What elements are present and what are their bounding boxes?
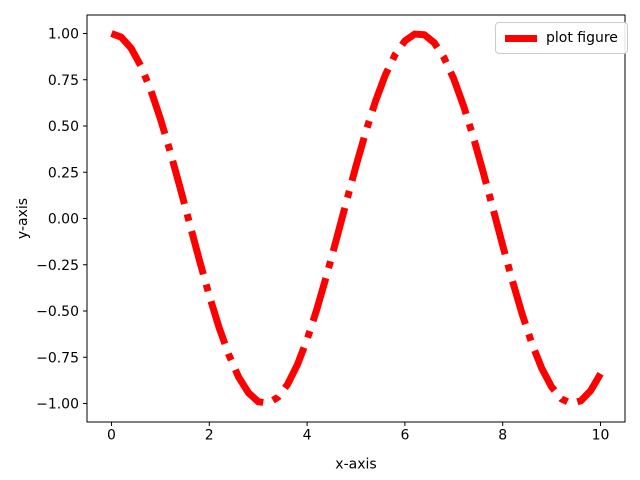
y-tick-label: 0.25 [48,165,79,181]
plot-frame [86,14,626,423]
x-tick-label: 4 [303,428,312,444]
y-tick-label: −0.25 [36,258,79,274]
y-tick-label: 0.50 [48,119,79,135]
x-tick-label: 6 [400,428,409,444]
cosine-curve [110,30,604,407]
legend-line-swatch [505,34,537,42]
y-tick-label: −1.00 [36,397,79,413]
x-tick-label: 10 [592,428,610,444]
y-tick-label: 0.75 [48,73,79,89]
y-axis-label: y-axis [15,198,31,239]
y-tick-label: 0.00 [48,212,79,228]
x-tick-label: 8 [498,428,507,444]
legend-label: plot figure [546,30,618,46]
y-tick-label: −0.50 [36,304,79,320]
x-tick-label: 2 [205,428,214,444]
y-tick-label: −0.75 [36,350,79,366]
x-axis-label: x-axis [335,457,376,473]
y-tick-label: 1.00 [48,27,79,43]
legend: plot figure [495,22,628,54]
x-tick-label: 0 [107,428,116,444]
